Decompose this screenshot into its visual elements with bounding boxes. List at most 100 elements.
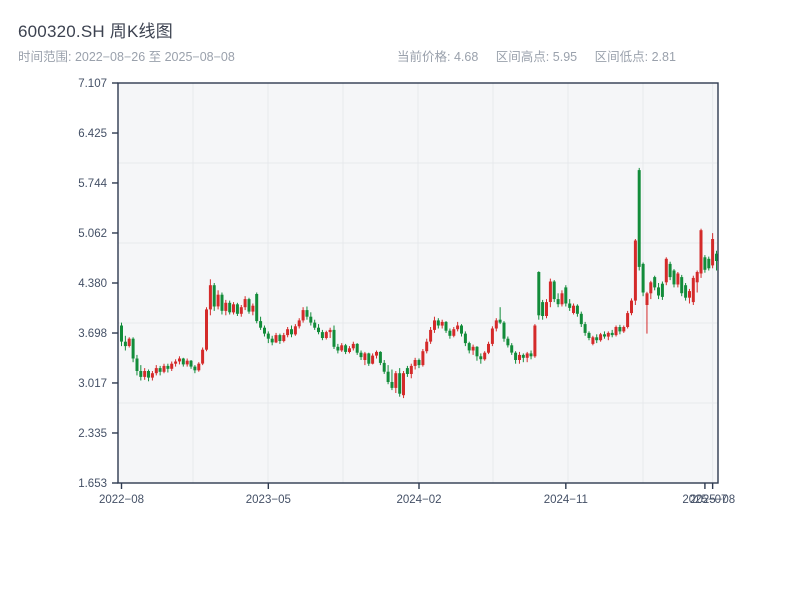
candle-week-39 [270, 335, 274, 346]
candle-week-54 [328, 327, 332, 338]
candle-week-38 [266, 331, 270, 344]
candle-body [143, 371, 147, 377]
candle-week-62 [359, 350, 363, 360]
candle-week-139 [657, 283, 660, 300]
candle-week-69 [386, 365, 390, 385]
stat-low-label: 区间低点: [594, 50, 649, 64]
candle-week-140 [660, 281, 664, 300]
candle-body [317, 327, 320, 333]
candle-body [518, 354, 521, 360]
candle-body [371, 355, 375, 364]
candle-week-111 [548, 278, 552, 308]
y-tick-label: 7.107 [78, 78, 107, 90]
candle-body [147, 371, 150, 378]
candle-body [228, 302, 232, 313]
candle-week-96 [490, 326, 494, 347]
candle-body [537, 272, 541, 316]
candle-body [591, 337, 595, 344]
candle-body [599, 334, 603, 341]
candle-week-20 [197, 362, 201, 372]
candle-body [135, 358, 139, 371]
candle-week-42 [282, 332, 286, 343]
candle-week-68 [382, 360, 386, 374]
candle-week-118 [575, 304, 579, 317]
candle-body [510, 345, 514, 353]
candle-body [340, 345, 344, 351]
candle-body [425, 341, 429, 352]
candle-body [552, 281, 556, 300]
candle-body [208, 285, 212, 310]
candle-body [595, 337, 599, 341]
candle-body [305, 310, 309, 317]
candle-week-121 [587, 331, 591, 341]
candle-body [680, 277, 684, 294]
candle-body [587, 332, 591, 338]
candle-body [336, 346, 340, 351]
candle-week-124 [599, 332, 603, 342]
candle-week-45 [293, 324, 297, 336]
candle-body [460, 325, 463, 334]
candle-week-27 [224, 299, 228, 316]
candle-body [170, 363, 174, 369]
candle-body [290, 329, 293, 335]
candle-body [158, 368, 162, 372]
candle-body [676, 273, 680, 285]
y-tick-label: 5.744 [78, 178, 107, 190]
candle-body [243, 299, 247, 308]
candle-body [487, 343, 490, 353]
candle-week-147 [688, 288, 691, 304]
candle-week-120 [583, 321, 587, 336]
candle-body [448, 330, 452, 336]
candle-week-108 [537, 271, 541, 320]
candle-body [568, 303, 572, 308]
candle-body [715, 253, 718, 261]
candle-week-153 [711, 233, 715, 269]
candle-week-135 [641, 262, 645, 297]
candle-week-11 [162, 363, 166, 374]
candle-body [232, 304, 235, 313]
candle-body [641, 263, 645, 293]
candle-week-15 [178, 356, 181, 365]
candle-week-148 [691, 275, 695, 305]
candle-week-100 [506, 336, 510, 348]
candle-body [274, 335, 278, 343]
candle-week-46 [297, 318, 301, 329]
candle-week-154 [715, 250, 718, 271]
candle-body [529, 353, 533, 357]
candle-body [235, 304, 239, 314]
candle-week-143 [672, 269, 676, 288]
y-tick-label: 3.017 [78, 378, 107, 390]
stat-current-label: 当前价格: [397, 50, 451, 64]
x-tick-label: 2025−07 [682, 494, 727, 506]
candle-week-81 [433, 316, 436, 333]
candle-week-72 [398, 368, 402, 397]
candle-body [293, 326, 297, 335]
candle-week-110 [545, 299, 548, 319]
candle-week-14 [174, 359, 178, 367]
candle-body [645, 293, 649, 305]
candle-body [545, 302, 548, 316]
candle-week-119 [579, 311, 583, 327]
candle-week-13 [170, 361, 174, 371]
candle-week-101 [510, 343, 514, 355]
candle-week-123 [595, 334, 599, 344]
candle-body [421, 351, 425, 366]
x-tick-label: 2024−11 [544, 494, 588, 506]
candle-body [320, 332, 324, 338]
candle-body [251, 305, 255, 312]
candle-week-113 [556, 293, 560, 308]
candle-week-70 [390, 369, 394, 391]
candle-body [490, 328, 494, 344]
candle-body [433, 320, 436, 330]
candle-week-67 [378, 351, 382, 366]
candle-week-55 [332, 325, 336, 349]
candle-week-80 [429, 327, 433, 344]
candle-week-5 [139, 365, 143, 381]
candle-body [533, 325, 537, 357]
candle-week-112 [552, 280, 556, 303]
candle-body [120, 325, 123, 342]
candle-week-60 [351, 341, 355, 351]
candle-body [556, 299, 560, 305]
